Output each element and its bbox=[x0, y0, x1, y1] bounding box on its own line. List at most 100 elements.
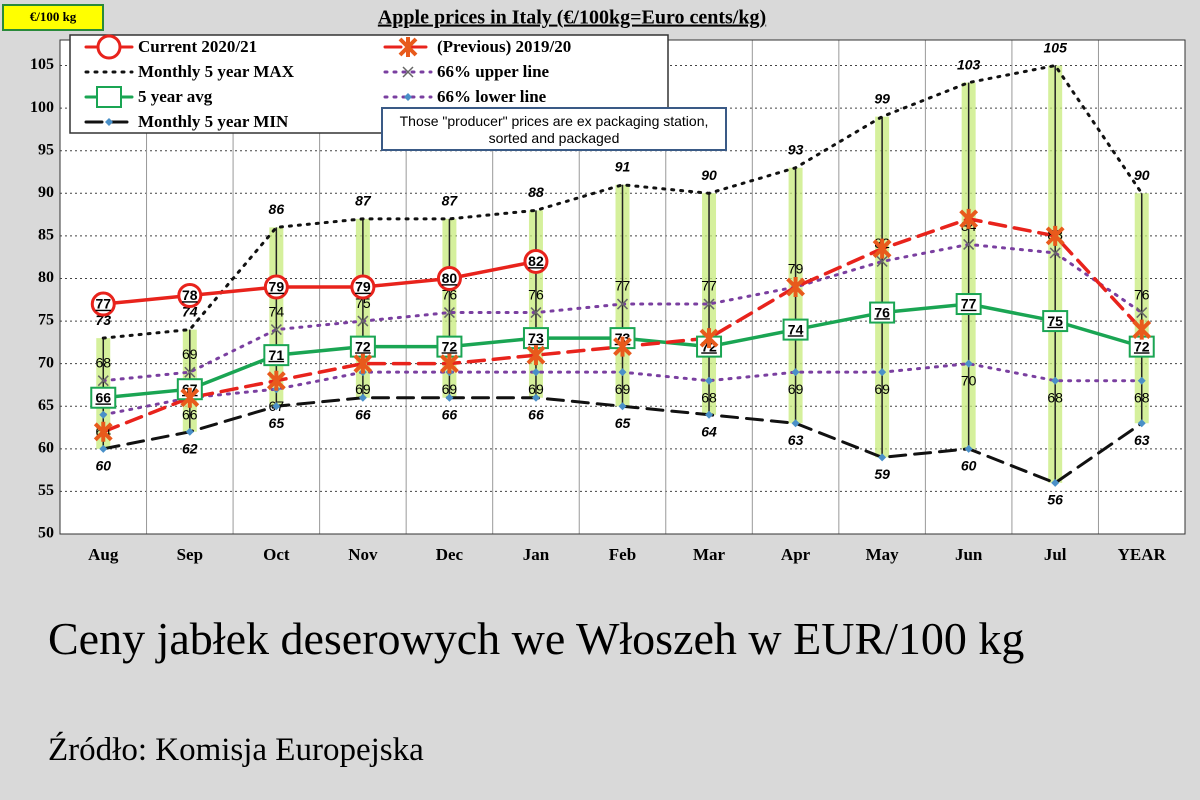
series-line bbox=[101, 259, 538, 306]
marker-x bbox=[963, 238, 975, 250]
legend-label: 66% upper line bbox=[437, 62, 550, 81]
data-label: 75 bbox=[1047, 313, 1063, 329]
x-tick-label: Dec bbox=[436, 545, 464, 564]
marker-square bbox=[96, 86, 122, 108]
data-label: 68 bbox=[1047, 389, 1063, 405]
source: Źródło: Komisja Europejska bbox=[48, 732, 424, 768]
marker-diamond bbox=[272, 402, 281, 411]
marker-diamond bbox=[99, 444, 108, 453]
data-label: 72 bbox=[442, 338, 458, 354]
marker-diamond bbox=[445, 393, 454, 402]
data-label: 66 bbox=[182, 406, 198, 422]
marker-diamond bbox=[1137, 376, 1146, 385]
marker-square bbox=[869, 301, 896, 324]
y-tick-label: 100 bbox=[30, 99, 54, 116]
marker-diamond bbox=[1051, 376, 1060, 385]
data-label: 79 bbox=[788, 261, 804, 277]
data-label: 69 bbox=[355, 381, 371, 397]
data-label: 66 bbox=[95, 389, 111, 405]
marker-diamond bbox=[618, 368, 627, 377]
x-tick-label: Nov bbox=[348, 545, 378, 564]
y-tick-label: 85 bbox=[38, 227, 54, 244]
marker-circle bbox=[263, 274, 289, 300]
data-label: 63 bbox=[788, 432, 804, 448]
data-label: 69 bbox=[182, 346, 198, 362]
marker-diamond bbox=[531, 393, 540, 402]
data-label: 78 bbox=[182, 287, 198, 303]
y-tick-label: 80 bbox=[38, 269, 54, 286]
data-label: 66 bbox=[528, 406, 544, 422]
data-label: 73 bbox=[528, 330, 544, 346]
legend-label: Current 2020/21 bbox=[138, 37, 257, 56]
data-label: 93 bbox=[788, 141, 804, 157]
data-label: 68 bbox=[701, 389, 717, 405]
marker-star bbox=[959, 208, 979, 229]
marker-star bbox=[786, 277, 805, 297]
data-label: 99 bbox=[874, 90, 890, 106]
legend-label: Monthly 5 year MAX bbox=[138, 62, 295, 81]
marker-square bbox=[782, 318, 809, 341]
x-tick-label: Jun bbox=[955, 545, 983, 564]
marker-x bbox=[443, 307, 455, 319]
x-tick-label: YEAR bbox=[1118, 545, 1167, 564]
marker-diamond bbox=[964, 359, 973, 368]
marker-x bbox=[270, 324, 282, 336]
x-tick-label: Jan bbox=[523, 545, 550, 564]
legend-label: 5 year avg bbox=[138, 87, 213, 106]
marker-x bbox=[530, 307, 542, 319]
data-label: 87 bbox=[442, 193, 459, 209]
data-label: 71 bbox=[269, 347, 285, 363]
data-label: 65 bbox=[269, 415, 285, 431]
marker-diamond bbox=[878, 368, 887, 377]
data-label: 72 bbox=[355, 338, 371, 354]
data-label: 69 bbox=[528, 381, 544, 397]
data-label: 87 bbox=[355, 193, 372, 209]
marker-square bbox=[1042, 310, 1069, 333]
caption: Ceny jabłek deserowych we Włoszeh w EUR/… bbox=[48, 613, 1025, 664]
data-label: 76 bbox=[528, 286, 544, 302]
data-label: 88 bbox=[528, 184, 544, 200]
legend-label: Monthly 5 year MIN bbox=[138, 112, 289, 131]
data-label: 65 bbox=[615, 415, 631, 431]
marker-x bbox=[402, 66, 414, 78]
data-label: 90 bbox=[1134, 167, 1150, 183]
x-tick-label: May bbox=[866, 545, 900, 564]
y-tick-label: 95 bbox=[38, 141, 54, 158]
marker-diamond bbox=[618, 402, 627, 411]
marker-star bbox=[440, 353, 459, 374]
legend-label: 66% lower line bbox=[437, 87, 547, 106]
data-label: 68 bbox=[95, 354, 111, 370]
data-label: 69 bbox=[788, 381, 804, 397]
data-label: 72 bbox=[1134, 338, 1150, 354]
marker-diamond bbox=[964, 444, 973, 453]
marker-circle bbox=[96, 34, 122, 60]
marker-star bbox=[872, 238, 892, 259]
data-label: 66 bbox=[442, 406, 458, 422]
data-label: 79 bbox=[355, 279, 371, 295]
data-label: 77 bbox=[615, 278, 631, 294]
marker-star bbox=[1045, 225, 1065, 246]
x-tick-label: Mar bbox=[693, 545, 726, 564]
data-label: 69 bbox=[615, 381, 631, 397]
marker-diamond bbox=[791, 419, 800, 428]
chart: €/100 kg Apple prices in Italy (€/100kg=… bbox=[2, 4, 1186, 564]
marker-star bbox=[526, 345, 546, 366]
marker-square bbox=[263, 344, 290, 367]
marker-x bbox=[184, 366, 196, 378]
marker-x bbox=[616, 298, 629, 310]
data-label: 66 bbox=[355, 406, 371, 422]
data-label: 63 bbox=[1134, 432, 1150, 448]
data-label: 68 bbox=[1134, 389, 1150, 405]
data-label: 69 bbox=[874, 381, 890, 397]
marker-x bbox=[97, 375, 109, 387]
data-label: 60 bbox=[95, 458, 111, 474]
data-label: 64 bbox=[701, 423, 717, 439]
y-tick-label: 55 bbox=[38, 482, 54, 499]
data-label: 90 bbox=[701, 167, 717, 183]
marker-star bbox=[353, 353, 373, 374]
y-tick-label: 75 bbox=[38, 312, 54, 329]
marker-circle bbox=[350, 274, 376, 300]
marker-diamond bbox=[404, 93, 412, 101]
marker-diamond bbox=[705, 410, 714, 419]
marker-diamond bbox=[705, 376, 714, 385]
